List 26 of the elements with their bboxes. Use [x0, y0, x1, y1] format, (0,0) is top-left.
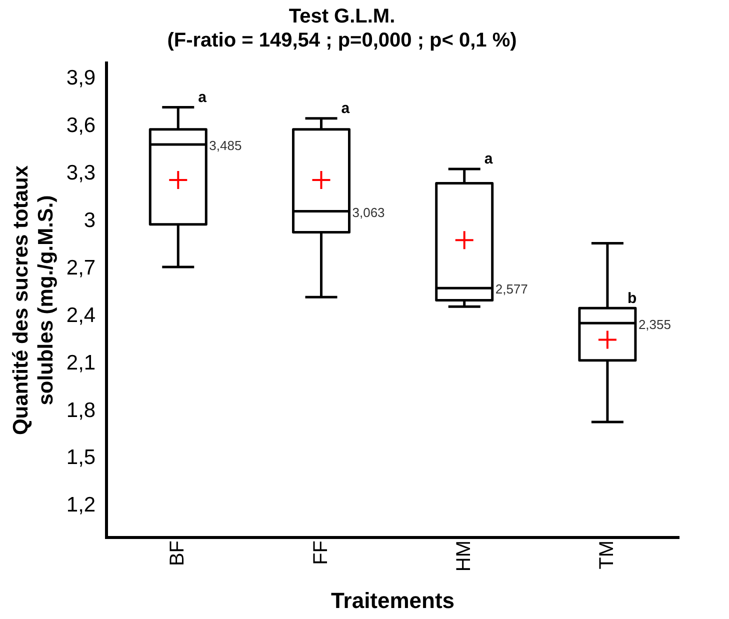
- y-tick-label: 2,1: [66, 351, 96, 374]
- y-tick-label: 2,4: [66, 304, 96, 327]
- y-tick-label: 3,9: [66, 66, 96, 90]
- x-tick-label: TM: [596, 540, 618, 570]
- annotation: a: [198, 88, 208, 106]
- annotation: 2,577: [495, 282, 528, 297]
- y-tick-label: 2,7: [66, 256, 96, 280]
- y-tick-label: 3,6: [66, 114, 96, 138]
- y-axis-title: Quantité des sucres totaux solubles (mg./g.M.S.): [9, 165, 58, 436]
- annotation: 3,485: [209, 138, 242, 154]
- x-axis-title: Traitements: [331, 588, 455, 613]
- x-tick-label: FF: [310, 540, 332, 565]
- x-tick-label: BF: [166, 540, 189, 566]
- x-tick-label: HM: [452, 540, 475, 572]
- y-tick-label: 3,3: [66, 162, 96, 185]
- y-tick-label: 1,8: [66, 398, 96, 422]
- annotation: b: [627, 290, 637, 307]
- chart-title: Test G.L.M.: [288, 6, 396, 28]
- y-tick-label: 1,5: [66, 446, 96, 470]
- annotation: 3,063: [352, 204, 385, 220]
- y-tick-label: 3: [84, 208, 96, 232]
- annotation: 2,355: [638, 316, 671, 332]
- y-tick-label: 1,2: [66, 494, 96, 517]
- annotation: a: [484, 150, 494, 168]
- annotation: a: [341, 100, 350, 117]
- chart-subtitle: (F-ratio = 149,54 ; p=0,000 ; p< 0,1 %): [167, 30, 517, 52]
